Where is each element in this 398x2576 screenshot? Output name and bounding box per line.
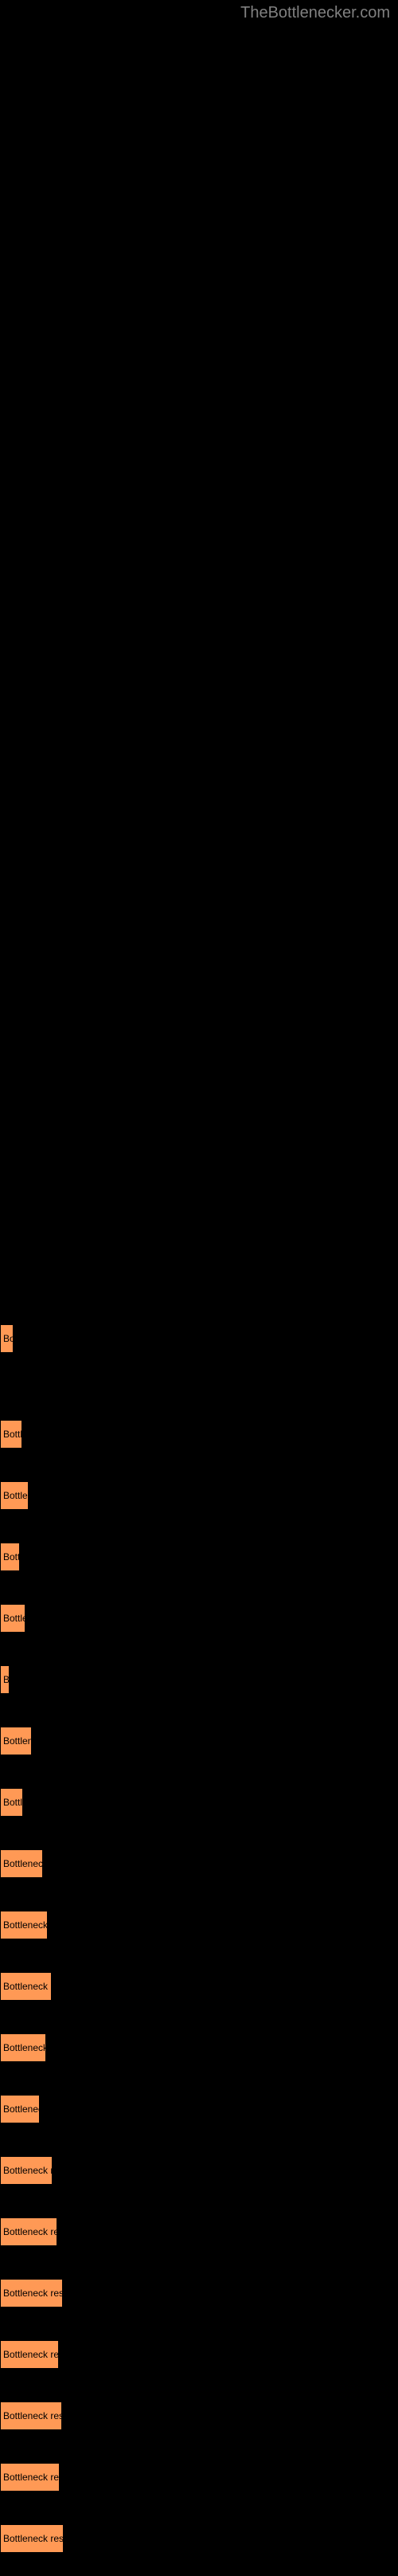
bar-label: Bottleneck result	[3, 2349, 59, 2360]
bar-row: Bottl	[0, 1533, 398, 1581]
bar-row: Bottleneck res	[0, 2024, 398, 2072]
bar-label: Bottleneck resul	[3, 2165, 53, 2176]
bar-row: Bottleneck result	[0, 2208, 398, 2256]
bar-label: Bottleneck result	[3, 2472, 60, 2483]
bar-label: Bottleneck re	[3, 1858, 43, 1869]
bar-row: Bottleneck result o	[0, 2269, 398, 2317]
bar-label: Bottleneck result o	[3, 2533, 64, 2544]
bar-row: Bottlene	[0, 1472, 398, 1519]
bar-label: Bottleneck res	[3, 2042, 46, 2053]
bar-label: Bottlene	[3, 1490, 29, 1501]
bar-row: Bottle	[0, 1778, 398, 1826]
bar-14: Bottleneck result	[0, 2217, 57, 2246]
bar-13: Bottleneck resul	[0, 2156, 53, 2185]
bar-label: Bottlenec	[3, 1735, 32, 1747]
bar-row: Bottleneck resul	[0, 1962, 398, 2010]
bar-8: Bottleneck re	[0, 1849, 43, 1878]
bar-row: Bottleneck r	[0, 2085, 398, 2133]
bar-label: Bottl	[3, 1551, 20, 1562]
bar-16: Bottleneck result	[0, 2340, 59, 2369]
bar-3: Bottl	[0, 1543, 20, 1571]
bar-row: B	[0, 1656, 398, 1704]
bar-19: Bottleneck result o	[0, 2524, 64, 2553]
bar-chart: Bo Bottl Bottlene Bottl Bottle B Bottlen…	[0, 1315, 398, 2576]
bar-row: Bottleneck result	[0, 2392, 398, 2440]
bar-label: Bottleneck r	[3, 2104, 40, 2115]
bar-9: Bottleneck res	[0, 1911, 48, 1939]
bar-label: B	[3, 1674, 10, 1685]
bar-row: Bottlenec	[0, 1717, 398, 1765]
bar-5: B	[0, 1665, 10, 1694]
bar-label: Bottle	[3, 1797, 23, 1808]
bar-2: Bottlene	[0, 1481, 29, 1510]
bar-0: Bo	[0, 1324, 14, 1353]
watermark: TheBottlenecker.com	[240, 4, 390, 22]
bar-row: Bo	[0, 1315, 398, 1362]
bar-row: Bottleneck result	[0, 2331, 398, 2378]
bar-label: Bottleneck resul	[3, 1981, 52, 1992]
bar-11: Bottleneck res	[0, 2033, 46, 2062]
bar-row: Bottl	[0, 1410, 398, 1458]
bar-row: Bottleneck result	[0, 2453, 398, 2501]
bar-6: Bottlenec	[0, 1727, 32, 1755]
bar-row: Bottleneck resul	[0, 2147, 398, 2194]
bar-label: Bottl	[3, 1429, 22, 1440]
bar-row: Bottle	[0, 1594, 398, 1642]
bar-row: Bottleneck result o	[0, 2515, 398, 2562]
bar-label: Bottleneck res	[3, 1919, 48, 1931]
bar-4: Bottle	[0, 1604, 25, 1633]
bar-label: Bo	[3, 1333, 14, 1344]
bar-row: Bottleneck res	[0, 1901, 398, 1949]
bar-12: Bottleneck r	[0, 2095, 40, 2123]
bar-7: Bottle	[0, 1788, 23, 1817]
bar-label: Bottleneck result	[3, 2410, 62, 2421]
bar-1: Bottl	[0, 1420, 22, 1449]
bar-17: Bottleneck result	[0, 2402, 62, 2430]
bar-row: Bottleneck re	[0, 1840, 398, 1888]
bar-10: Bottleneck resul	[0, 1972, 52, 2001]
bar-18: Bottleneck result	[0, 2463, 60, 2492]
bar-label: Bottleneck result o	[3, 2288, 63, 2299]
bar-label: Bottle	[3, 1613, 25, 1624]
bar-label: Bottleneck result	[3, 2226, 57, 2237]
bar-15: Bottleneck result o	[0, 2279, 63, 2307]
